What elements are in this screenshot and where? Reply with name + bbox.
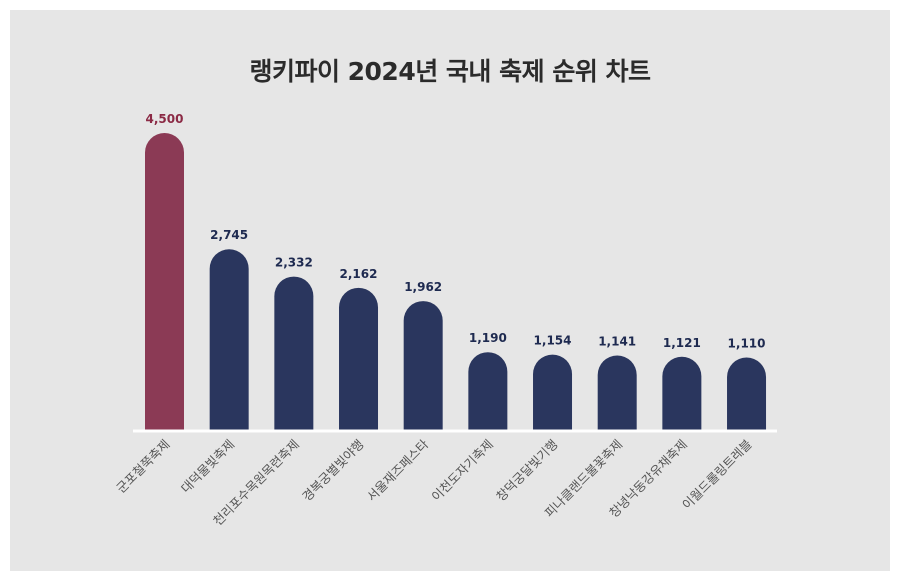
category-labels-group: 군포철쭉축제 대덕물빛축제천리포수목원목련축제경복궁별빛야행서울재즈페스타이천도자… xyxy=(113,436,754,528)
value-label-0: 4,500 xyxy=(146,112,184,126)
category-label-6: 창덕궁달빛기행 xyxy=(493,437,561,505)
value-label-7: 1,141 xyxy=(598,334,636,348)
bar-9 xyxy=(727,357,767,431)
value-label-4: 1,962 xyxy=(404,280,442,294)
bar-5 xyxy=(468,352,508,431)
category-label-4: 서울재즈페스타 xyxy=(364,436,432,504)
category-label-1: 대덕물빛축제 xyxy=(178,437,237,496)
value-label-6: 1,154 xyxy=(534,334,572,348)
bar-1 xyxy=(209,249,249,431)
category-label-3: 경복궁별빛야행 xyxy=(299,437,367,505)
bar-3 xyxy=(339,287,379,431)
bar-0 xyxy=(145,133,184,431)
value-label-1: 2,745 xyxy=(210,228,248,242)
value-label-8: 1,121 xyxy=(663,336,701,350)
category-label-0: 군포철쭉축제 xyxy=(113,437,172,496)
bar-2 xyxy=(274,276,314,431)
bar-8 xyxy=(662,356,702,431)
bar-7 xyxy=(597,355,637,431)
value-label-2: 2,332 xyxy=(275,256,313,270)
chart-title: 랭키파이 2024년 국내 축제 순위 차트 xyxy=(249,57,651,86)
value-label-5: 1,190 xyxy=(469,331,507,345)
value-label-3: 2,162 xyxy=(340,267,378,281)
bar-6 xyxy=(533,354,573,431)
category-label-9: 이월드롤링트레블 xyxy=(679,437,755,513)
bar-4 xyxy=(403,301,443,431)
category-label-5: 이천도자기축제 xyxy=(428,437,496,505)
bars-group xyxy=(145,133,767,431)
value-label-9: 1,110 xyxy=(728,336,766,350)
value-labels-group: 4,500 2,745 2,332 2,162 1,962 1,190 1,154 1,141… xyxy=(146,112,766,350)
